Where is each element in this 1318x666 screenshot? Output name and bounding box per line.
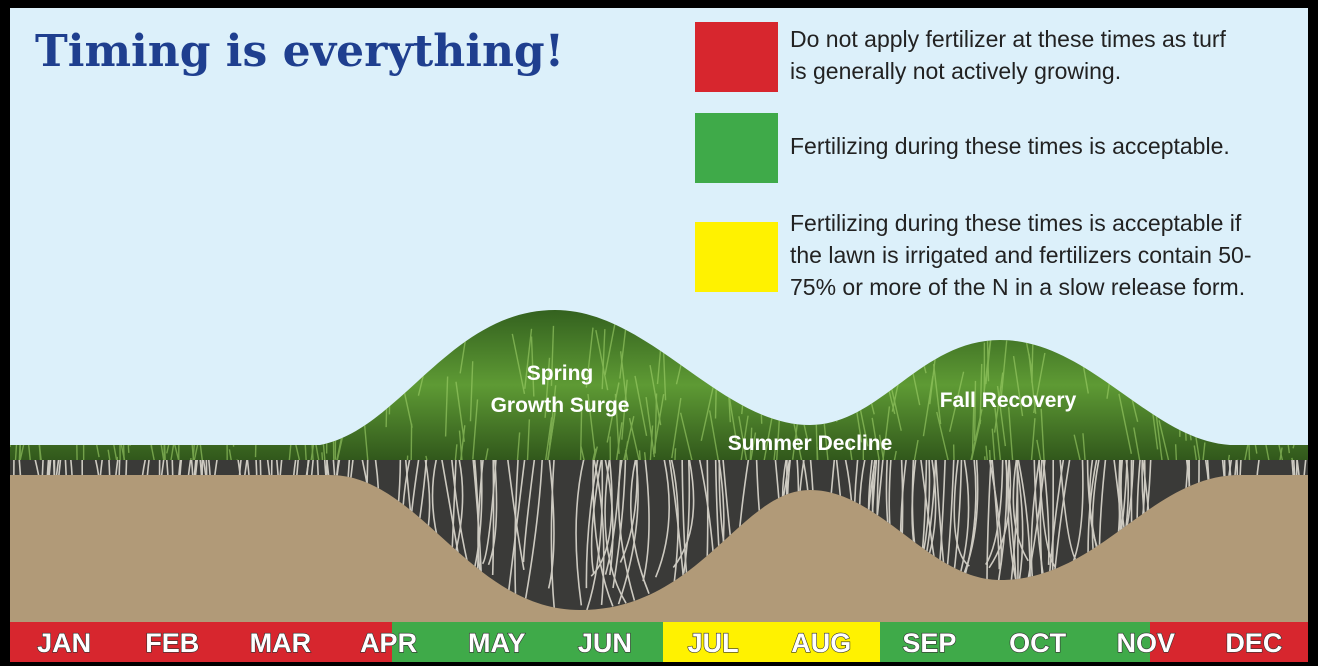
month-label: JUL	[688, 628, 739, 658]
month-label: FEB	[145, 628, 199, 658]
month-label: MAR	[250, 628, 312, 658]
phase-label: Fall Recovery	[940, 389, 1077, 412]
month-label: SEP	[902, 628, 956, 658]
month-label: OCT	[1009, 628, 1067, 658]
month-label: MAY	[468, 628, 526, 658]
month-label: DEC	[1225, 628, 1282, 658]
legend-swatch	[695, 222, 778, 292]
month-label: JAN	[37, 628, 91, 658]
legend-swatch	[695, 113, 778, 183]
legend-swatch	[695, 22, 778, 92]
month-label: AUG	[791, 628, 851, 658]
infographic: Timing is everything! Do not apply ferti…	[0, 0, 1318, 666]
legend-text: Fertilizing during these times is accept…	[790, 133, 1230, 159]
month-label: NOV	[1116, 628, 1175, 658]
month-label: JUN	[578, 628, 632, 658]
title: Timing is everything!	[35, 26, 564, 77]
legend-text: Fertilizing during these times is accept…	[790, 210, 1252, 300]
month-bar	[10, 622, 1308, 662]
month-label: APR	[360, 628, 417, 658]
phase-label: Summer Decline	[728, 432, 893, 455]
